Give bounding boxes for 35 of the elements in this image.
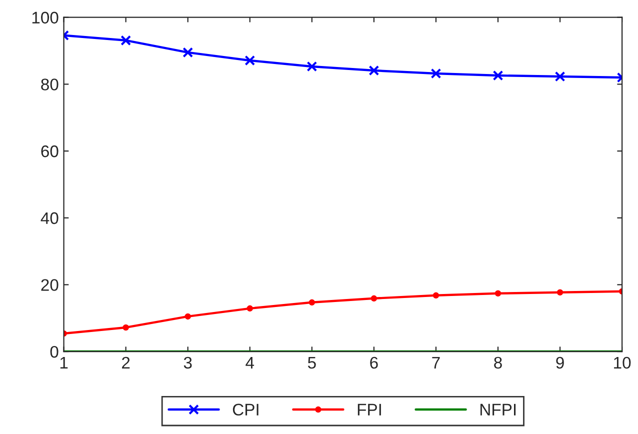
point xyxy=(554,71,566,82)
point xyxy=(246,305,254,312)
x-tick-label: 2 xyxy=(122,356,130,368)
legend-label: NFPI xyxy=(480,404,516,416)
y-tick-label: 0 xyxy=(50,346,58,358)
point xyxy=(430,68,442,79)
point xyxy=(368,65,380,76)
point xyxy=(494,290,502,297)
point xyxy=(432,292,440,299)
x-tick-label: 1 xyxy=(60,357,68,368)
point xyxy=(308,299,316,306)
x-tick-label: 4 xyxy=(246,357,254,368)
point xyxy=(370,295,378,302)
y-tick-label: 60 xyxy=(41,145,58,158)
point xyxy=(182,47,194,58)
point xyxy=(120,35,132,46)
point xyxy=(122,324,129,331)
y-tick-label: 100 xyxy=(32,12,58,24)
x-tick-label: 8 xyxy=(494,356,502,369)
x-tick-label: 7 xyxy=(432,357,440,368)
x-tick-label: 3 xyxy=(184,356,192,369)
x-tick-label: 9 xyxy=(556,356,564,369)
legend-label: FPI xyxy=(358,404,381,416)
y-tick-label: 20 xyxy=(41,279,58,291)
y-tick-label: 40 xyxy=(40,212,58,224)
y-tick-label: 80 xyxy=(41,78,58,90)
point xyxy=(556,289,564,296)
point xyxy=(492,70,504,81)
x-tick-label: 5 xyxy=(308,357,316,369)
point xyxy=(184,313,191,320)
point xyxy=(244,55,256,66)
legend-label: CPI xyxy=(232,404,258,416)
point xyxy=(306,61,318,72)
x-tick-label: 10 xyxy=(614,356,631,369)
x-tick-label: 6 xyxy=(370,356,378,369)
